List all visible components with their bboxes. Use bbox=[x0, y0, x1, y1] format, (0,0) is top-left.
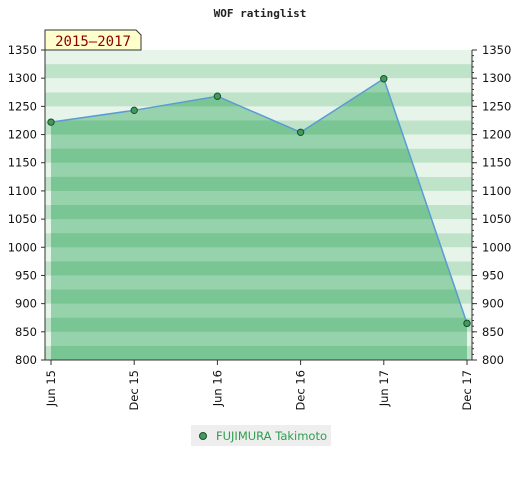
x-tick-label: Jun 15 bbox=[44, 370, 58, 407]
x-axis: Jun 15 Dec 15 Jun 16 Dec 16 Jun 17 Dec 17 bbox=[44, 370, 474, 411]
axes bbox=[41, 49, 477, 365]
data-point bbox=[47, 118, 55, 126]
x-tick-label: Jun 16 bbox=[210, 370, 224, 407]
x-tick-label: Dec 15 bbox=[127, 370, 141, 411]
y-tick-label-left: 1050 bbox=[8, 212, 37, 226]
y-tick-label-left: 1300 bbox=[8, 71, 37, 85]
y-tick-label-right: 1000 bbox=[482, 240, 511, 254]
y-tick-label-right: 1200 bbox=[482, 128, 511, 142]
data-point bbox=[213, 92, 222, 100]
y-tick-label-right: 1100 bbox=[482, 184, 511, 198]
period-badge: 2015–2017 bbox=[44, 29, 142, 51]
x-tick-label: Jun 17 bbox=[377, 370, 391, 407]
data-point bbox=[296, 128, 305, 136]
legend[interactable]: FUJIMURA Takimoto bbox=[191, 425, 331, 446]
y-tick-label-right: 1150 bbox=[482, 156, 511, 170]
y-tick-label-right: 900 bbox=[482, 297, 504, 311]
x-tick-label: Dec 16 bbox=[294, 370, 308, 411]
y-tick-label-right: 1350 bbox=[482, 43, 511, 57]
y-tick-label-right: 1250 bbox=[482, 99, 511, 113]
y-tick-label-left: 1000 bbox=[8, 240, 37, 254]
y-tick-label-right: 850 bbox=[482, 325, 504, 339]
legend-marker-icon bbox=[199, 432, 207, 440]
series-area bbox=[51, 78, 467, 360]
y-tick-label-left: 1200 bbox=[8, 128, 37, 142]
legend-label: FUJIMURA Takimoto bbox=[216, 429, 327, 443]
y-tick-label-left: 900 bbox=[15, 297, 37, 311]
chart-title: WOF ratinglist bbox=[214, 7, 307, 20]
period-badge-label: 2015–2017 bbox=[55, 34, 131, 50]
y-tick-label-left: 950 bbox=[15, 268, 37, 282]
y-tick-label-left: 1100 bbox=[8, 184, 37, 198]
y-axis-left: 800 850 900 950 1000 1050 1100 1150 1200 1250 1300… bbox=[8, 43, 37, 367]
y-tick-label-right: 950 bbox=[482, 268, 504, 282]
y-tick-label-right: 1050 bbox=[482, 212, 511, 226]
area-layer bbox=[50, 77, 468, 360]
y-tick-label-right: 1300 bbox=[482, 71, 511, 85]
data-markers bbox=[47, 75, 471, 328]
y-tick-label-right: 800 bbox=[482, 353, 504, 367]
data-point bbox=[463, 319, 471, 328]
series-line bbox=[50, 77, 468, 324]
y-tick-label-left: 1250 bbox=[8, 99, 37, 113]
x-tick-label: Dec 17 bbox=[460, 370, 474, 411]
y-tick-label-left: 1150 bbox=[8, 156, 37, 170]
y-axis-right: 800 850 900 950 1000 1050 1100 1150 1200 1250 1300… bbox=[482, 43, 511, 367]
data-point bbox=[380, 75, 388, 83]
data-point bbox=[130, 106, 138, 115]
y-tick-label-left: 800 bbox=[15, 353, 37, 367]
y-tick-label-left: 850 bbox=[15, 325, 37, 339]
y-tick-label-left: 1350 bbox=[8, 43, 37, 57]
